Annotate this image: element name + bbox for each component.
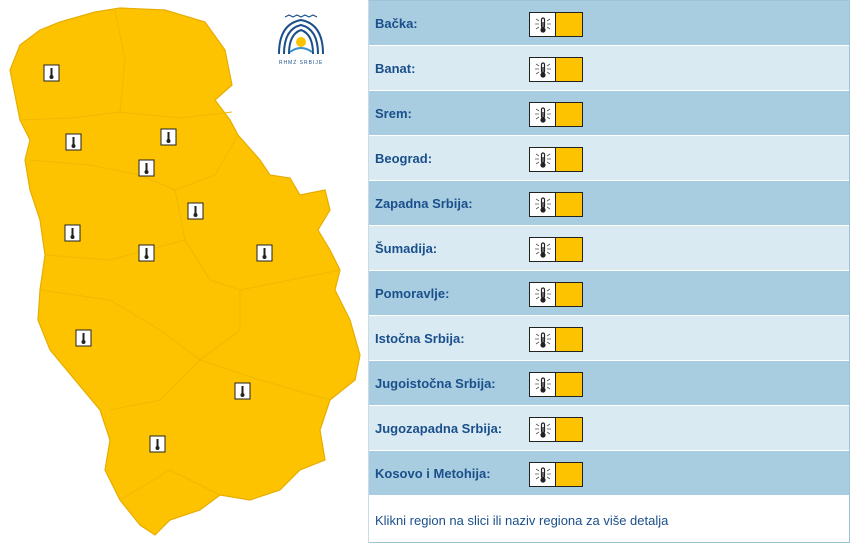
warning-indicator[interactable]	[529, 12, 583, 37]
thermometer-heat-icon	[530, 328, 556, 351]
map-marker-jugoistocna-srbija[interactable]	[234, 382, 251, 400]
thermometer-heat-icon	[530, 463, 556, 486]
thermometer-heat-icon	[530, 373, 556, 396]
serbia-region-shape[interactable]	[9, 7, 361, 536]
region-label[interactable]: Šumadija:	[375, 241, 438, 256]
warning-level-swatch	[556, 418, 582, 441]
warning-indicator[interactable]	[529, 237, 583, 262]
serbia-map	[9, 7, 361, 536]
region-row[interactable]: Zapadna Srbija:	[369, 181, 849, 226]
region-label[interactable]: Bačka:	[375, 16, 418, 31]
region-row[interactable]: Jugozapadna Srbija:	[369, 406, 849, 451]
map-warning-markers	[43, 64, 273, 453]
map-marker-srem[interactable]	[65, 133, 82, 151]
thermometer-heat-icon	[530, 238, 556, 261]
warning-level-swatch	[556, 13, 582, 36]
thermometer-heat-icon	[530, 418, 556, 441]
warning-indicator[interactable]	[529, 282, 583, 307]
footer-note: Klikni region na slici ili naziv regiona…	[375, 513, 669, 528]
map-marker-sumadija[interactable]	[138, 244, 155, 262]
warning-indicator[interactable]	[529, 462, 583, 487]
region-row[interactable]: Pomoravlje:	[369, 271, 849, 316]
region-label[interactable]: Pomoravlje:	[375, 286, 450, 301]
thermometer-heat-icon	[530, 103, 556, 126]
warning-level-swatch	[556, 328, 582, 351]
region-label[interactable]: Banat:	[375, 61, 416, 76]
thermometer-heat-icon	[530, 148, 556, 171]
region-label[interactable]: Jugozapadna Srbija:	[375, 421, 503, 436]
thermometer-heat-icon	[530, 283, 556, 306]
region-borders	[19, 9, 341, 501]
serbia-map-panel: RHMZ SRBIJE	[0, 0, 369, 543]
region-label[interactable]: Srem:	[375, 106, 412, 121]
rhmz-logo: RHMZ SRBIJE	[275, 14, 327, 70]
logo-text: RHMZ SRBIJE	[278, 60, 324, 66]
map-marker-banat[interactable]	[160, 128, 177, 146]
warning-level-swatch	[556, 283, 582, 306]
warning-indicator[interactable]	[529, 372, 583, 397]
region-row[interactable]: Istočna Srbija:	[369, 316, 849, 361]
map-marker-istocna-srbija[interactable]	[256, 244, 273, 262]
map-marker-backa[interactable]	[43, 64, 60, 82]
warning-indicator[interactable]	[529, 57, 583, 82]
region-row[interactable]: Šumadija:	[369, 226, 849, 271]
region-label[interactable]: Beograd:	[375, 151, 433, 166]
region-row[interactable]: Kosovo i Metohija:	[369, 451, 849, 496]
warning-level-swatch	[556, 373, 582, 396]
region-row[interactable]: Banat:	[369, 46, 849, 91]
thermometer-heat-icon	[530, 58, 556, 81]
thermometer-heat-icon	[530, 193, 556, 216]
thermometer-heat-icon	[530, 13, 556, 36]
region-label[interactable]: Kosovo i Metohija:	[375, 466, 491, 481]
warning-level-swatch	[556, 193, 582, 216]
warning-level-swatch	[556, 463, 582, 486]
map-marker-pomoravlje[interactable]	[187, 202, 204, 220]
map-marker-beograd[interactable]	[138, 159, 155, 177]
region-row[interactable]: Bačka:	[369, 1, 849, 46]
warning-indicator[interactable]	[529, 192, 583, 217]
region-label[interactable]: Istočna Srbija:	[375, 331, 465, 346]
warning-indicator[interactable]	[529, 147, 583, 172]
warning-level-swatch	[556, 103, 582, 126]
map-marker-jugozapadna-srbija[interactable]	[75, 329, 92, 347]
region-row[interactable]: Jugoistočna Srbija:	[369, 361, 849, 406]
warning-level-swatch	[556, 238, 582, 261]
rhmz-logo-icon	[278, 14, 324, 55]
warning-level-swatch	[556, 148, 582, 171]
map-marker-kosovo-i-metohija[interactable]	[149, 435, 166, 453]
region-warning-list: Bačka: Banat: Srem: Beograd: Zapadna Srbija:…	[369, 0, 850, 543]
warning-indicator[interactable]	[529, 327, 583, 352]
region-row[interactable]: Beograd:	[369, 136, 849, 181]
warning-indicator[interactable]	[529, 102, 583, 127]
region-label[interactable]: Zapadna Srbija:	[375, 196, 473, 211]
map-marker-zapadna-srbija[interactable]	[64, 224, 81, 242]
warning-level-swatch	[556, 58, 582, 81]
region-row[interactable]: Srem:	[369, 91, 849, 136]
region-label[interactable]: Jugoistočna Srbija:	[375, 376, 496, 391]
warning-indicator[interactable]	[529, 417, 583, 442]
